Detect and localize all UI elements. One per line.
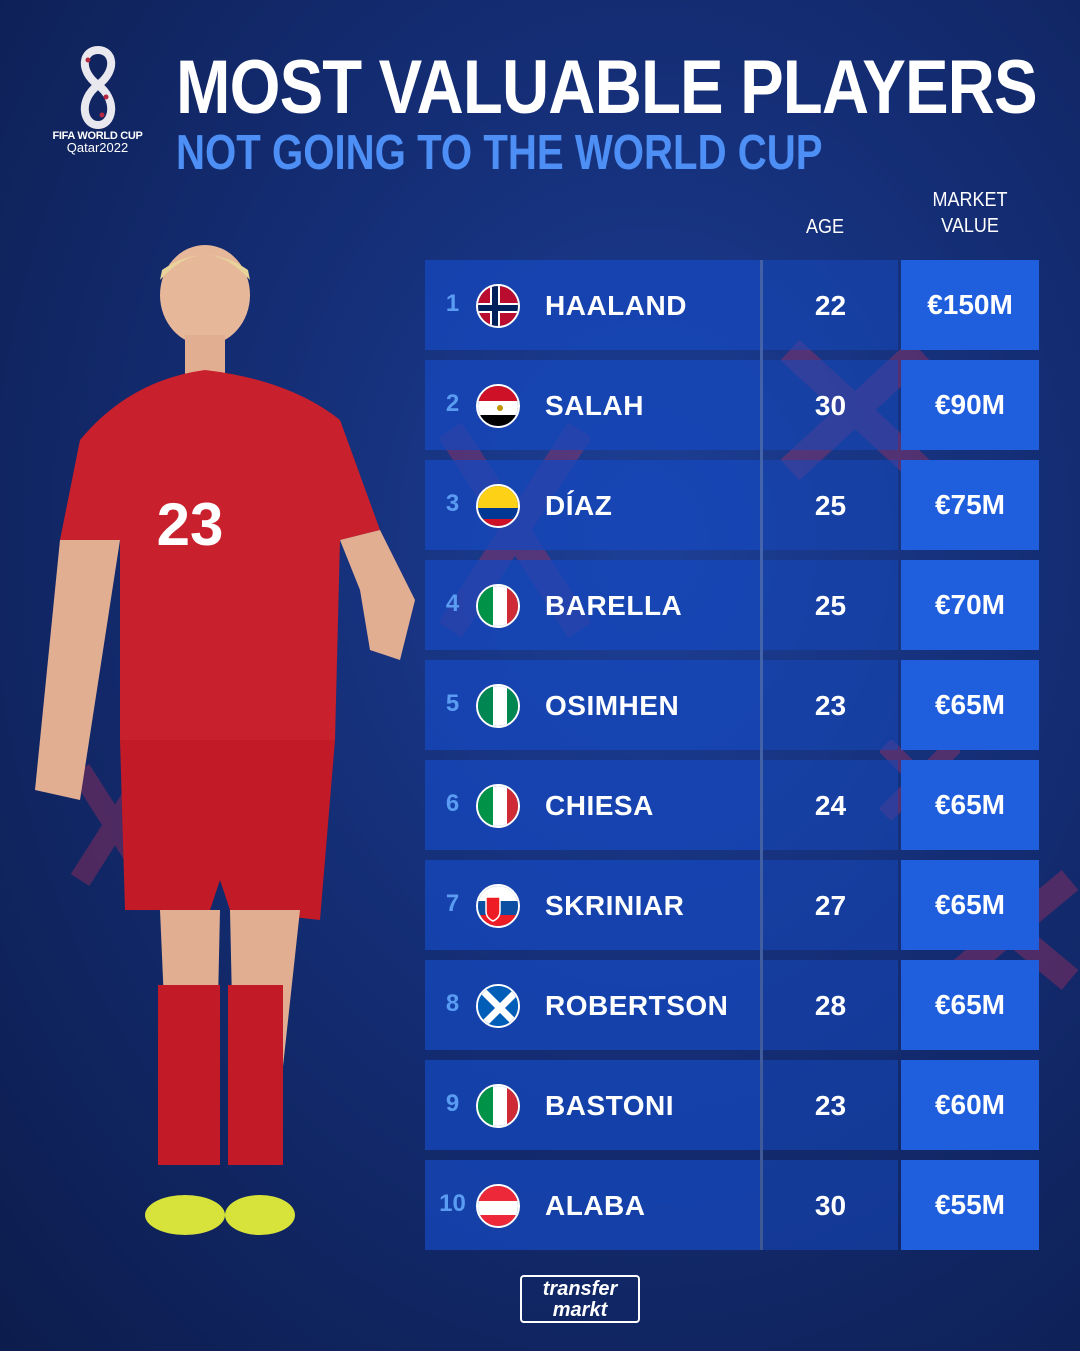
transfermarkt-logo: transfer markt	[520, 1275, 640, 1323]
player-name: BARELLA	[545, 590, 683, 621]
table-row: 5 OSIMHEN 23 €65M	[425, 660, 1039, 750]
logo-line1: FIFA WORLD CUP	[52, 130, 143, 142]
table-row: 10 ALABA 30 €55M	[425, 1160, 1039, 1250]
rank: 8	[445, 990, 460, 1017]
age-cell: 25	[763, 560, 898, 650]
flag-austria-icon	[476, 1184, 520, 1228]
table-row: 2 SALAH 30 €90M	[425, 360, 1039, 450]
player-age: 24	[814, 790, 847, 821]
rank: 1	[445, 290, 460, 317]
flag-colombia-icon	[476, 484, 520, 528]
player-name: SALAH	[545, 390, 644, 421]
player-name: CHIESA	[545, 790, 654, 821]
rank: 7	[445, 890, 460, 917]
page-title: MOST VALUABLE PLAYERS	[176, 45, 1038, 130]
age-cell: 27	[763, 860, 898, 950]
flag-italy-icon	[476, 584, 520, 628]
flag-scotland-icon	[476, 984, 520, 1028]
player-name: ROBERTSON	[545, 990, 729, 1021]
player-cell: 5 OSIMHEN	[425, 660, 760, 750]
player-cell: 3 DÍAZ	[425, 460, 760, 550]
age-cell: 23	[763, 660, 898, 750]
table-row: 1 HAALAND 22 €150M	[425, 260, 1039, 350]
age-cell: 22	[763, 260, 898, 350]
header-market-value-line2: VALUE	[941, 215, 999, 237]
player-name: BASTONI	[545, 1090, 674, 1121]
market-value: €65M	[901, 860, 1039, 950]
header-market-value-line1: MARKET	[932, 189, 1008, 211]
table-row: 8 ROBERTSON 28 €65M	[425, 960, 1039, 1050]
flag-nigeria-icon	[476, 684, 520, 728]
header-market-value: MARKET VALUE	[916, 187, 1024, 239]
player-cell: 8 ROBERTSON	[425, 960, 760, 1050]
fifa-world-cup-logo: FIFA WORLD CUP Qatar2022	[40, 45, 155, 155]
rank: 2	[445, 390, 460, 417]
age-cell: 23	[763, 1060, 898, 1150]
market-value: €60M	[901, 1060, 1039, 1150]
flag-italy-icon	[476, 1084, 520, 1128]
age-cell: 30	[763, 360, 898, 450]
table-row: 4 BARELLA 25 €70M	[425, 560, 1039, 650]
rank: 3	[445, 490, 460, 517]
player-cell: 2 SALAH	[425, 360, 760, 450]
market-value: €70M	[901, 560, 1039, 650]
table-row: 9 BASTONI 23 €60M	[425, 1060, 1039, 1150]
age-cell: 30	[763, 1160, 898, 1250]
player-cell: 7 SKRINIAR	[425, 860, 760, 950]
player-cell: 9 BASTONI	[425, 1060, 760, 1150]
rank: 9	[445, 1090, 460, 1117]
player-cell: 6 CHIESA	[425, 760, 760, 850]
market-value: €75M	[901, 460, 1039, 550]
player-photo: 23	[20, 240, 440, 1255]
rank: 6	[445, 790, 460, 817]
player-name: DÍAZ	[545, 490, 613, 521]
rank: 4	[445, 590, 460, 617]
player-cell: 10 ALABA	[425, 1160, 760, 1250]
market-value: €65M	[901, 760, 1039, 850]
rank: 5	[445, 690, 460, 717]
player-age: 23	[814, 690, 847, 721]
age-cell: 24	[763, 760, 898, 850]
age-cell: 25	[763, 460, 898, 550]
age-cell: 28	[763, 960, 898, 1050]
page-subtitle: NOT GOING TO THE WORLD CUP	[176, 126, 823, 180]
table-row: 3 DÍAZ 25 €75M	[425, 460, 1039, 550]
player-age: 28	[814, 990, 847, 1021]
flag-norway-icon	[476, 284, 520, 328]
player-age: 23	[814, 1090, 847, 1121]
player-name: SKRINIAR	[545, 890, 685, 921]
logo-line2: Qatar2022	[66, 140, 129, 155]
player-age: 22	[814, 290, 847, 321]
player-name: OSIMHEN	[545, 690, 680, 721]
shirt-number: 23	[157, 491, 224, 558]
trophy-icon	[80, 45, 115, 130]
table-row: 7 SKRINIAR 27 €65M	[425, 860, 1039, 950]
player-cell: 1 HAALAND	[425, 260, 760, 350]
rank: 10	[439, 1190, 466, 1217]
market-value: €90M	[901, 360, 1039, 450]
column-divider	[760, 260, 763, 1250]
market-value: €150M	[901, 260, 1039, 350]
player-cell: 4 BARELLA	[425, 560, 760, 650]
transfermarkt-logo-line1: transfer	[542, 1278, 618, 1300]
player-age: 27	[814, 890, 847, 921]
flag-italy-icon	[476, 784, 520, 828]
flag-slovakia-icon	[476, 884, 520, 928]
table-row: 6 CHIESA 24 €65M	[425, 760, 1039, 850]
transfermarkt-logo-line2: markt	[552, 1299, 608, 1321]
market-value: €55M	[901, 1160, 1039, 1250]
flag-egypt-icon	[476, 384, 520, 428]
player-name: HAALAND	[545, 290, 687, 321]
player-age: 30	[814, 390, 847, 421]
player-age: 25	[814, 490, 847, 521]
player-age: 25	[814, 590, 847, 621]
player-age: 30	[814, 1190, 847, 1221]
header-age: AGE	[805, 216, 845, 238]
market-value: €65M	[901, 660, 1039, 750]
player-name: ALABA	[545, 1190, 646, 1221]
market-value: €65M	[901, 960, 1039, 1050]
